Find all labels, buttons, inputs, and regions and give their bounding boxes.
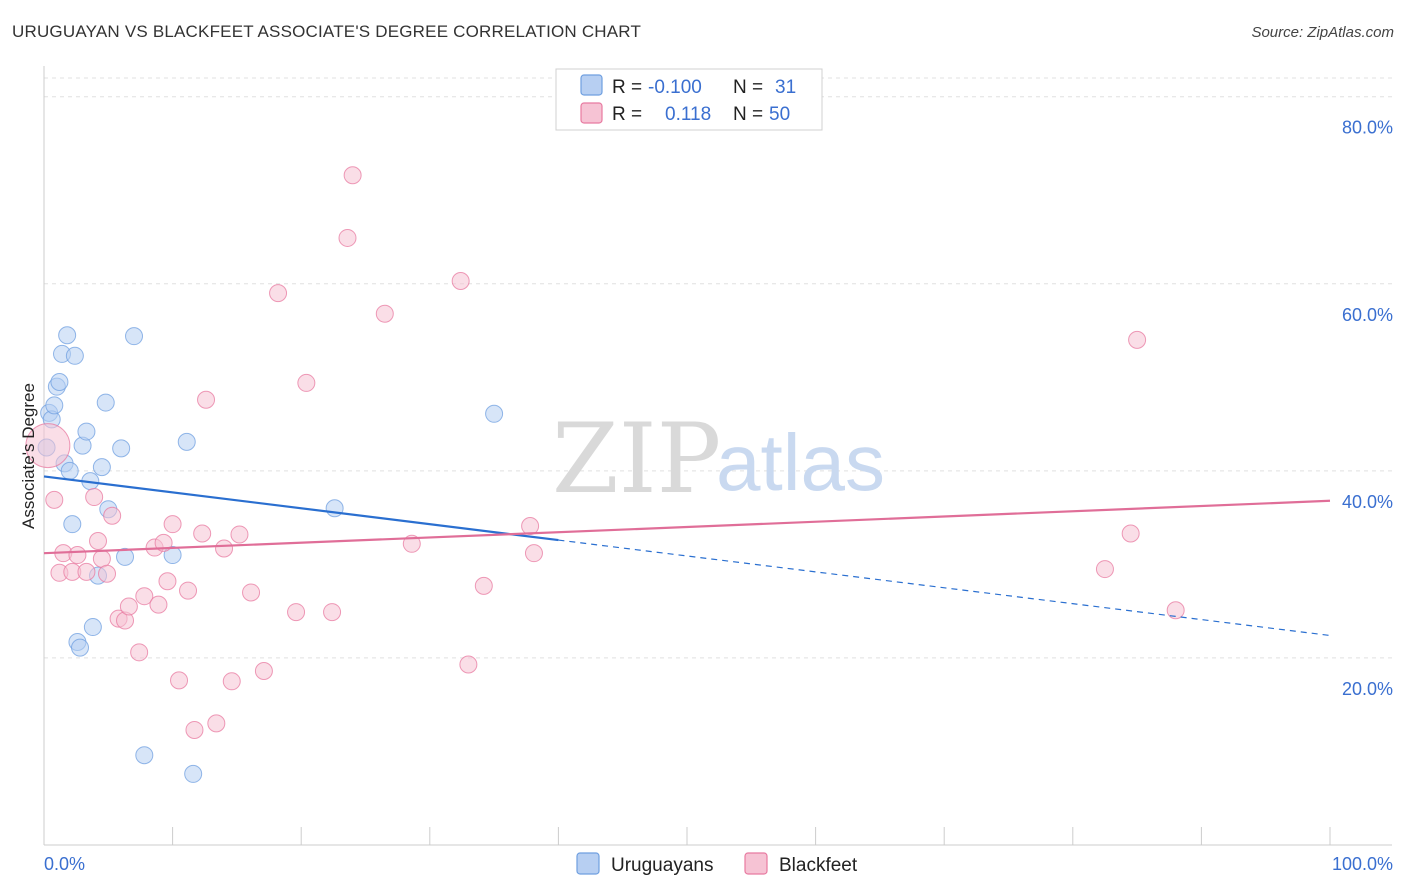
point-blackfeet-18 [149, 595, 168, 614]
point-uruguayans-17 [83, 618, 102, 637]
point-uruguayans-5 [50, 372, 69, 391]
point-blackfeet-7 [85, 488, 104, 507]
point-uruguayans-10 [63, 515, 82, 534]
series-legend: Uruguayans Blackfeet [576, 852, 858, 876]
watermark: ZIP atlas [552, 403, 885, 515]
point-blackfeet-39 [375, 304, 394, 323]
legend-r-value-1: -0.100 [648, 77, 702, 98]
point-blackfeet-32 [254, 662, 273, 681]
chart-title: URUGUAYAN VS BLACKFEET ASSOCIATE'S DEGRE… [12, 22, 642, 41]
point-blackfeet-34 [287, 603, 306, 622]
x-tick-label-0: 0.0% [44, 854, 85, 874]
point-blackfeet-37 [338, 228, 357, 247]
point-blackfeet-28 [215, 539, 234, 558]
trend-line-uruguayans [43, 475, 559, 542]
point-uruguayans-28 [184, 764, 203, 783]
point-blackfeet-15 [130, 643, 149, 662]
point-blackfeet-42 [459, 655, 478, 674]
point-uruguayans-27 [177, 432, 196, 451]
point-blackfeet-26 [197, 390, 216, 409]
trend-line-blackfeet [43, 499, 1331, 555]
legend-n-label-1: N = [733, 77, 763, 98]
point-blackfeet-9 [92, 549, 111, 568]
point-blackfeet-36 [323, 603, 342, 622]
point-uruguayans-20 [96, 393, 115, 412]
point-blackfeet-5 [68, 546, 87, 565]
point-blackfeet-41 [451, 271, 470, 290]
point-blackfeet-31 [242, 583, 261, 602]
point-blackfeet-38 [343, 166, 362, 185]
bottom-legend-swatch-blackfeet [744, 852, 768, 875]
grid-lines [44, 77, 1392, 659]
point-uruguayans-25 [135, 746, 154, 765]
point-blackfeet-27 [207, 714, 226, 733]
point-uruguayans-13 [71, 638, 90, 657]
trend-lines [43, 475, 1331, 637]
point-blackfeet-40 [402, 534, 421, 553]
point-blackfeet-29 [222, 672, 241, 691]
bottom-legend-swatch-uruguayans [576, 852, 600, 875]
point-blackfeet-47 [1121, 524, 1140, 543]
point-uruguayans-23 [116, 547, 135, 566]
point-blackfeet-20 [158, 572, 177, 591]
point-uruguayans-11 [65, 346, 84, 365]
trend-line-uruguayans-extension [558, 539, 1331, 637]
y-axis-label: Associate's Degree [19, 383, 38, 529]
y-tick-label-1: 40.0% [1342, 492, 1393, 512]
point-uruguayans-22 [112, 439, 131, 458]
point-blackfeet-33 [269, 284, 288, 303]
point-blackfeet-16 [135, 587, 154, 606]
bottom-legend-label-blackfeet: Blackfeet [779, 855, 858, 876]
y-tick-label-0: 20.0% [1342, 679, 1393, 699]
watermark-atlas: atlas [716, 418, 885, 507]
y-tick-label-2: 60.0% [1342, 305, 1393, 325]
y-tick-label-3: 80.0% [1342, 118, 1393, 138]
point-uruguayans-15 [77, 422, 96, 441]
point-blackfeet-10 [98, 564, 117, 583]
tick-labels: 20.0% 40.0% 60.0% 80.0% 0.0% 100.0% [44, 118, 1393, 874]
point-blackfeet-6 [77, 562, 96, 581]
point-blackfeet-30 [230, 525, 249, 544]
legend-r-label-2: R = [612, 104, 642, 125]
correlation-legend: R = -0.100 N = 31 R = 0.118 N = 50 [555, 68, 823, 131]
point-blackfeet-0 [25, 423, 71, 469]
data-points [25, 166, 1185, 783]
point-blackfeet-45 [524, 544, 543, 563]
point-blackfeet-11 [103, 506, 122, 525]
legend-n-label-2: N = [733, 104, 763, 125]
point-uruguayans-19 [92, 458, 111, 477]
point-blackfeet-48 [1128, 330, 1147, 349]
point-blackfeet-8 [89, 532, 108, 551]
point-blackfeet-24 [185, 720, 204, 739]
point-blackfeet-44 [521, 517, 540, 536]
legend-swatch-uruguayans [580, 74, 603, 96]
point-uruguayans-9 [60, 461, 79, 480]
point-blackfeet-43 [474, 576, 493, 595]
point-blackfeet-1 [45, 490, 64, 509]
point-uruguayans-3 [45, 396, 64, 415]
point-blackfeet-21 [163, 515, 182, 534]
point-uruguayans-24 [125, 327, 144, 346]
point-uruguayans-8 [58, 326, 77, 345]
point-blackfeet-46 [1095, 560, 1114, 579]
point-blackfeet-14 [119, 597, 138, 616]
watermark-zip: ZIP [552, 403, 721, 515]
point-blackfeet-22 [170, 671, 189, 690]
legend-r-label-1: R = [612, 77, 642, 98]
point-blackfeet-35 [297, 373, 316, 392]
legend-n-value-2: 50 [769, 104, 790, 125]
legend-swatch-blackfeet [580, 102, 603, 124]
point-blackfeet-25 [193, 524, 212, 543]
legend-n-value-1: 31 [775, 77, 796, 98]
point-uruguayans-26 [163, 546, 182, 565]
bottom-legend-label-uruguayans: Uruguayans [611, 855, 713, 876]
legend-r-value-2: 0.118 [665, 104, 711, 125]
point-blackfeet-23 [179, 581, 198, 600]
point-blackfeet-49 [1166, 601, 1185, 620]
x-tick-label-1: 100.0% [1332, 854, 1393, 874]
source-label: Source: ZipAtlas.com [1251, 24, 1394, 41]
point-uruguayans-30 [485, 404, 504, 423]
